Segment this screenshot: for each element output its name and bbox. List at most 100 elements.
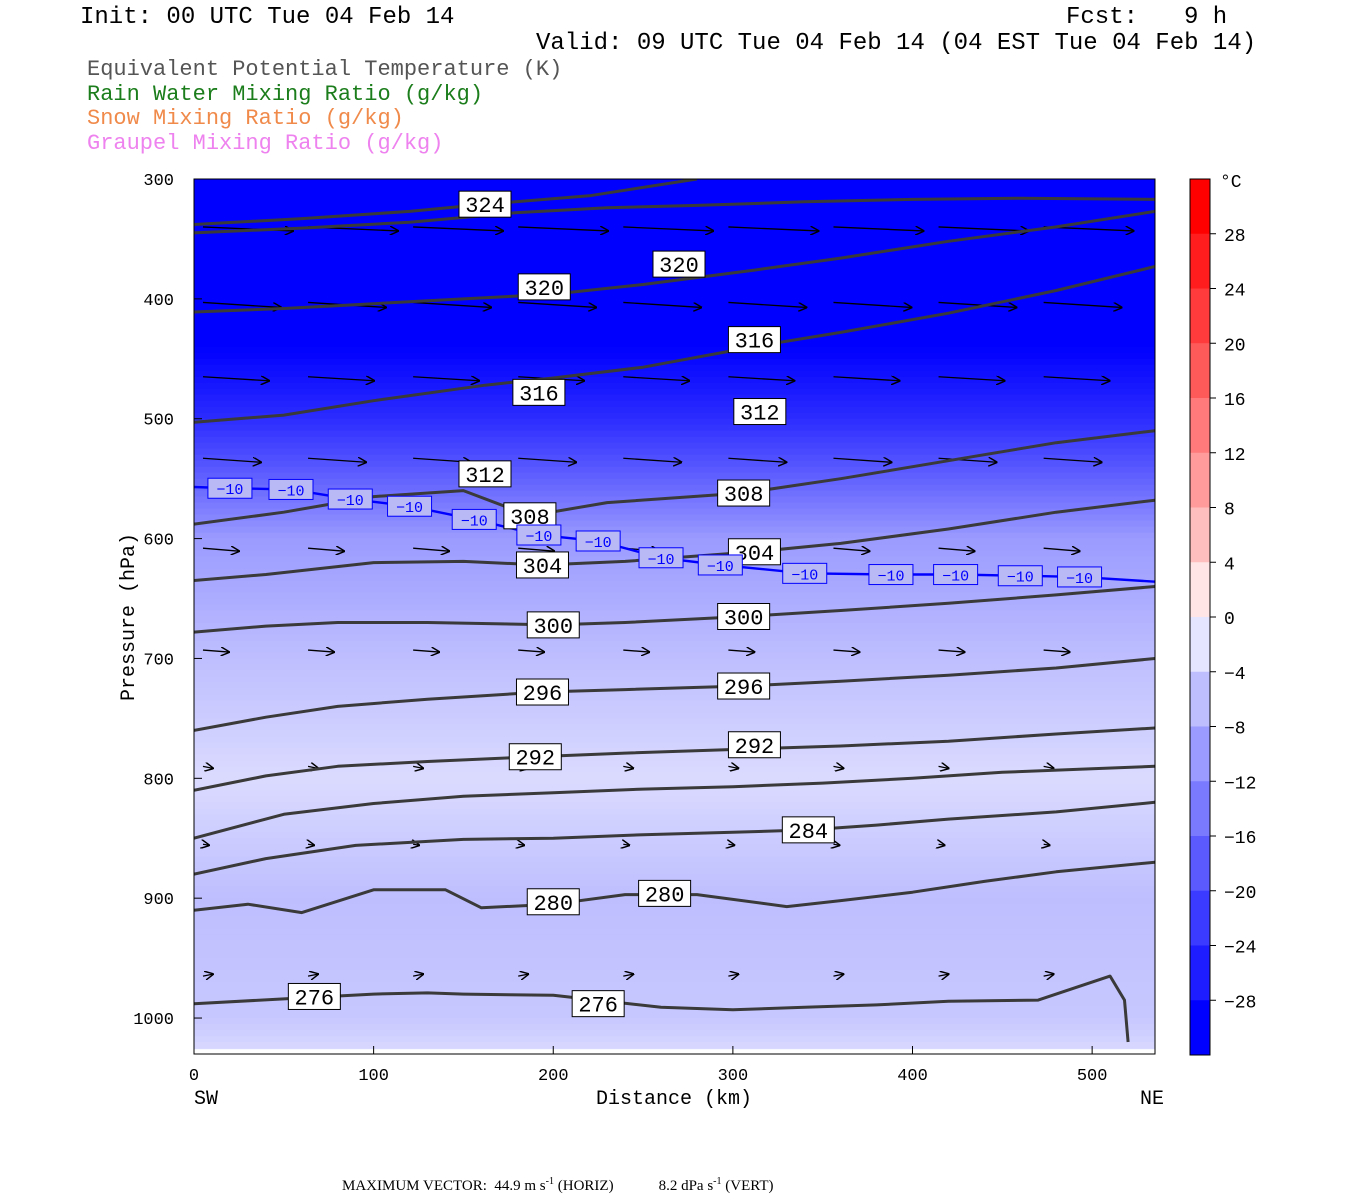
temp-band	[194, 526, 1155, 534]
temp-band	[194, 634, 1155, 642]
temp-band	[194, 220, 1155, 228]
isotherm-minus10	[194, 485, 1155, 583]
wind-vector	[623, 227, 713, 231]
wind-vector	[623, 974, 633, 976]
contour-label: 316	[519, 382, 559, 407]
contour-label: 292	[735, 735, 775, 760]
temp-band	[194, 658, 1155, 666]
temp-band	[194, 604, 1155, 612]
isotherm-label-box	[516, 524, 562, 546]
contour-label-box	[458, 460, 512, 488]
contour-label-box	[717, 603, 771, 630]
valid-time: Valid: 09 UTC Tue 04 Feb 14 (04 EST Tue …	[536, 30, 1257, 57]
temp-band	[194, 442, 1155, 450]
forecast-hour: 9 h	[1184, 4, 1228, 31]
wind-vector	[938, 650, 965, 652]
isotherm-label: −10	[707, 559, 734, 576]
isotherm-label: −10	[525, 529, 552, 546]
temp-band	[194, 610, 1155, 618]
temp-band	[194, 436, 1155, 444]
temp-band	[194, 706, 1155, 713]
contour-label-box	[526, 611, 580, 639]
wind-vector	[413, 766, 423, 768]
temp-band	[194, 724, 1155, 731]
wind-vector	[728, 844, 734, 845]
wind-vector	[833, 650, 859, 652]
temp-band	[194, 940, 1155, 947]
temp-band	[194, 964, 1155, 971]
contour-label-box	[517, 273, 571, 301]
max-vector-vert-value: 8.2	[658, 1178, 678, 1194]
temp-band	[194, 370, 1155, 378]
wind-vector	[413, 844, 419, 845]
wind-vector	[1043, 650, 1070, 652]
wind-vector	[623, 458, 681, 462]
colorbar-tick-label: −4	[1224, 665, 1246, 685]
temp-band	[194, 580, 1155, 588]
temp-band	[194, 538, 1155, 546]
wind-vector	[413, 974, 423, 976]
temp-band	[194, 196, 1155, 204]
temp-band	[194, 466, 1155, 474]
wind-vector	[518, 548, 554, 551]
max-vector-vert-unit: dPa s	[681, 1178, 714, 1194]
temp-band	[194, 802, 1155, 809]
y-tick-label: 400	[143, 292, 174, 311]
wind-vector	[308, 377, 374, 381]
wind-vector	[413, 301, 491, 307]
wind-vector	[202, 458, 261, 462]
temp-band	[194, 934, 1155, 941]
contour-label: 304	[523, 555, 563, 580]
colorbar-tick-label: −28	[1224, 993, 1256, 1013]
contour-label: 296	[724, 676, 764, 701]
max-vector-horiz-unit: m s	[524, 1178, 546, 1194]
field-theta-e-label: Equivalent Potential Temperature (K)	[87, 57, 563, 82]
theta-e-contour	[194, 196, 1155, 235]
temp-band	[194, 238, 1155, 246]
isotherm-label-box	[575, 530, 621, 552]
wind-vector	[728, 301, 806, 307]
field-graupel-label: Graupel Mixing Ratio (g/kg)	[87, 131, 444, 156]
temp-band	[194, 316, 1155, 324]
colorbar-swatch	[1190, 836, 1210, 892]
contour-label-box	[508, 743, 562, 771]
y-tick-label: 900	[143, 891, 174, 910]
temp-band	[194, 664, 1155, 672]
temp-band	[194, 682, 1155, 690]
wind-vector	[623, 377, 689, 381]
temp-band	[194, 808, 1155, 815]
field-snow-label: Snow Mixing Ratio (g/kg)	[87, 106, 404, 131]
wind-vector	[938, 548, 975, 551]
y-tick-label: 1000	[133, 1011, 174, 1030]
temp-band	[194, 292, 1155, 300]
contour-label-box	[638, 879, 692, 907]
forecast-label: Fcst:	[1066, 4, 1139, 31]
contour-label: 324	[465, 194, 505, 219]
temp-band	[194, 676, 1155, 684]
temp-band	[194, 1024, 1155, 1031]
colorbar-tick-label: −20	[1224, 884, 1256, 904]
colorbar-swatch	[1190, 233, 1210, 289]
theta-e-contour	[194, 764, 1155, 840]
wind-vector	[1043, 301, 1122, 307]
contour-label: 276	[578, 994, 618, 1019]
isotherm-label-box	[997, 565, 1043, 587]
isotherm-label-box	[387, 495, 433, 517]
contour-label-box	[717, 672, 771, 700]
contour-label-box	[512, 378, 566, 406]
wind-vector	[518, 650, 544, 652]
temperature-colorbar: 28 24 20 16 12 8 4 0 −4 −8 −12 −16 −20 −24 −28	[1189, 178, 1256, 1056]
contour-label-box	[727, 326, 781, 354]
max-vector-vert-tag: (VERT)	[725, 1178, 774, 1194]
wind-vectors	[203, 227, 1134, 976]
wind-vector	[728, 766, 738, 768]
temp-band	[194, 814, 1155, 821]
x-tick-label: 500	[1077, 1067, 1108, 1086]
temp-band	[194, 982, 1155, 989]
temp-band	[194, 406, 1155, 414]
isotherm-label-box	[327, 488, 373, 510]
temp-band	[194, 874, 1155, 881]
contour-label-box	[458, 190, 512, 218]
wind-vector	[203, 844, 209, 845]
